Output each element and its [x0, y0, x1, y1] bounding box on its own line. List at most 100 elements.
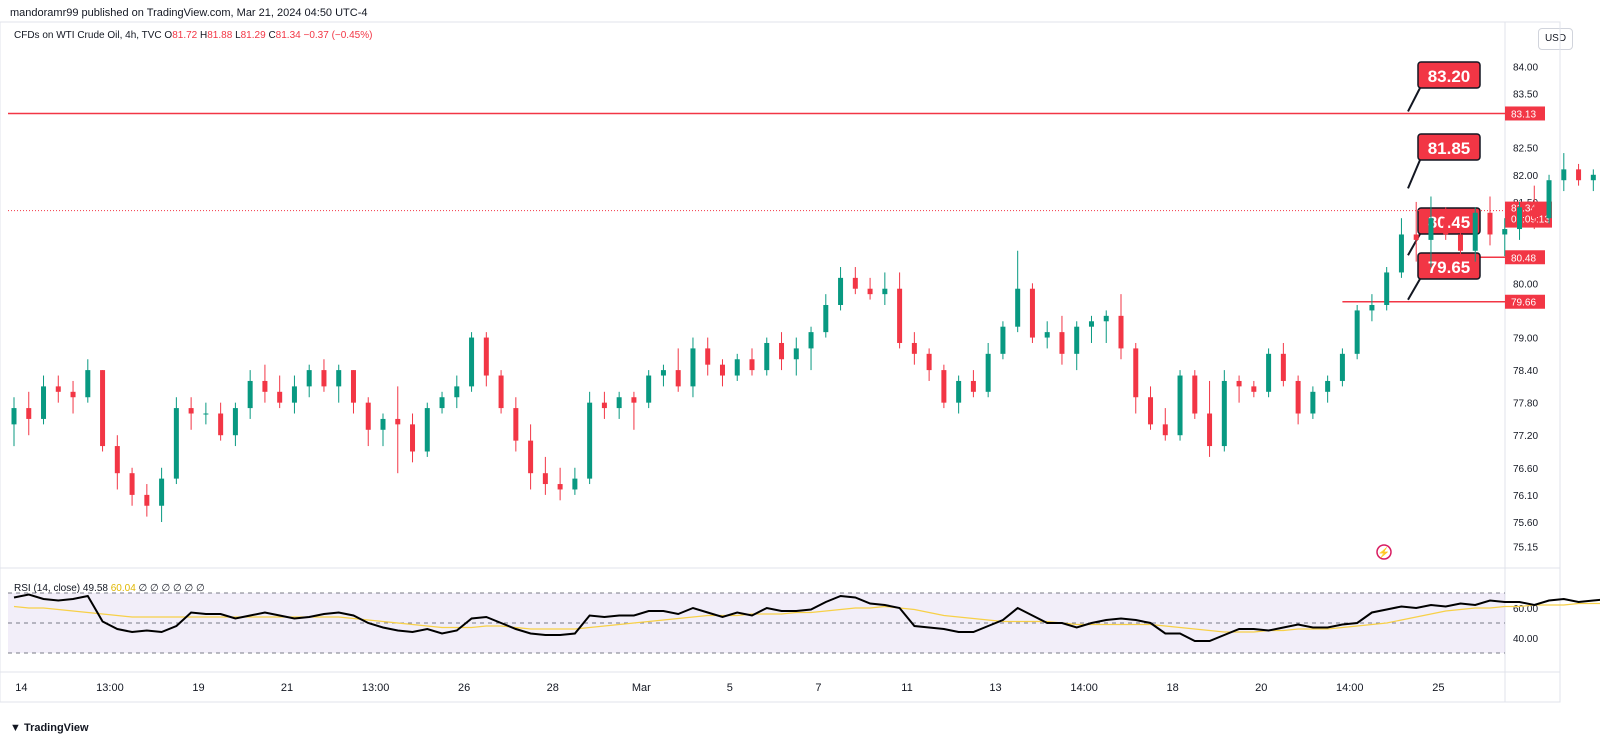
candle [439, 391, 445, 414]
rsi-extras: ∅ ∅ ∅ ∅ ∅ ∅ [138, 583, 205, 594]
callout-pointer [1407, 87, 1421, 112]
candle [1531, 185, 1537, 230]
candle [1103, 310, 1109, 343]
candle [1015, 250, 1021, 333]
candle-body [1354, 310, 1360, 354]
candle [469, 332, 475, 392]
candle-body [159, 478, 165, 506]
candle-body [1074, 326, 1080, 354]
candle [1207, 380, 1213, 457]
candle [247, 370, 253, 419]
candle-body [469, 337, 475, 387]
candle-body [247, 380, 253, 409]
candle [911, 332, 917, 365]
symbol-name: CFDs on WTI Crude Oil, 4h, TVC [14, 30, 162, 41]
time-tick-label: Mar [632, 682, 651, 694]
candle-body [1207, 413, 1213, 447]
candle-body [1059, 332, 1065, 354]
open-label: O [164, 30, 173, 41]
candle-body [985, 353, 991, 392]
candle [646, 370, 652, 409]
candle-body [779, 342, 785, 360]
candle-body [749, 359, 755, 371]
high-value: 81.88 [207, 30, 233, 41]
candle-body [616, 397, 622, 409]
candle [380, 413, 386, 447]
candle-body [1192, 375, 1198, 414]
candle [41, 375, 47, 425]
candle [1590, 169, 1596, 192]
candle-body [483, 337, 489, 376]
candle-body [262, 380, 268, 392]
time-tick-label: 14:00 [1336, 682, 1364, 694]
candle-body [1118, 315, 1124, 349]
candle [941, 364, 947, 409]
candle-body [114, 446, 120, 474]
candle-body [1502, 229, 1508, 235]
candle [173, 397, 179, 485]
candle-body [911, 342, 917, 354]
candle [1487, 196, 1493, 246]
candle [306, 364, 312, 398]
candle-body [852, 277, 858, 289]
currency-button[interactable]: USD [1538, 28, 1573, 50]
candle [808, 326, 814, 371]
candle-body [705, 348, 711, 365]
candle [867, 277, 873, 300]
candle [1044, 321, 1050, 349]
tradingview-logo[interactable]: ▼ TradingView [10, 722, 89, 734]
candle [572, 467, 578, 495]
candle-body [70, 391, 76, 398]
candle-body [1015, 288, 1021, 327]
candle [232, 402, 238, 447]
candle [1546, 174, 1552, 224]
current-price-label: 81.34 [1511, 204, 1536, 215]
candle [749, 348, 755, 376]
price-tick-label: 82.00 [1513, 171, 1538, 182]
candle [1517, 201, 1523, 240]
candle [291, 375, 297, 414]
candle [1000, 321, 1006, 360]
candle-body [336, 370, 342, 387]
price-tick-label: 83.50 [1513, 89, 1538, 100]
candle-body [1103, 315, 1109, 322]
candle [926, 348, 932, 381]
tradingview-logo-text: TradingView [23, 722, 89, 734]
price-tick-label: 79.00 [1513, 334, 1538, 345]
candle-body [395, 418, 401, 425]
candle [321, 359, 327, 392]
candle [1561, 153, 1567, 192]
price-tick-label: 77.80 [1513, 399, 1538, 410]
price-tick-label: 76.10 [1513, 491, 1538, 502]
candle-body [1369, 305, 1375, 311]
candle-body [1221, 380, 1227, 447]
time-tick-label: 19 [192, 682, 204, 694]
candle-body [100, 370, 106, 447]
candle [1221, 370, 1227, 452]
candle [528, 424, 534, 490]
candle-body [690, 348, 696, 387]
price-tick-label: 76.60 [1513, 464, 1538, 475]
candle-body [734, 359, 740, 376]
candle-body [808, 332, 814, 349]
candle [852, 267, 858, 295]
candle [513, 397, 519, 452]
candle-body [660, 370, 666, 376]
price-tick-label: 75.15 [1513, 542, 1538, 553]
candle-body [1487, 212, 1493, 235]
alert-lightning-icon [1376, 544, 1392, 560]
tradingview-logo-icon: ▼ [10, 722, 21, 734]
candle [779, 332, 785, 371]
candle-body [26, 408, 32, 419]
candle-body [1325, 380, 1331, 392]
rsi-line [13, 593, 1600, 642]
candle [114, 435, 120, 490]
time-tick-label: 13:00 [362, 682, 390, 694]
candle [410, 413, 416, 463]
candle [395, 386, 401, 474]
callout-pointer [1407, 159, 1421, 189]
candle-body [410, 424, 416, 452]
candle-body [1000, 326, 1006, 354]
time-tick-label: 13:00 [96, 682, 124, 694]
